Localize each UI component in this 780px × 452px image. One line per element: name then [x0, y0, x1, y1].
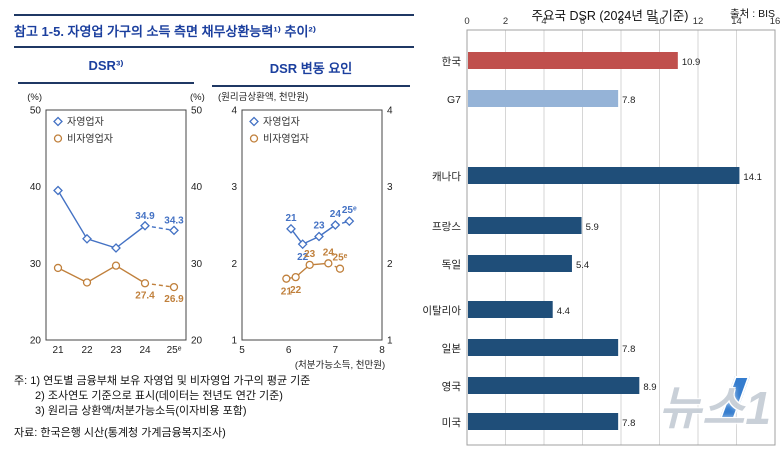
svg-text:23: 23: [110, 345, 122, 356]
svg-text:(처분가능소득, 천만원): (처분가능소득, 천만원): [295, 359, 385, 371]
svg-text:8: 8: [379, 345, 385, 356]
svg-text:2: 2: [503, 16, 508, 27]
svg-text:50: 50: [191, 106, 203, 117]
title-rule: [14, 46, 414, 48]
svg-text:4: 4: [541, 16, 546, 27]
svg-text:이탈리아: 이탈리아: [422, 304, 461, 317]
svg-text:5.4: 5.4: [576, 260, 589, 271]
svg-text:6: 6: [580, 16, 585, 27]
svg-text:3: 3: [231, 182, 237, 193]
svg-text:일본: 일본: [442, 342, 462, 355]
svg-text:24: 24: [330, 209, 342, 220]
footnote-2: 2) 조사연도 기준으로 표시(데이터는 전년도 연간 기준): [35, 390, 283, 402]
svg-text:1: 1: [387, 336, 393, 347]
svg-text:4: 4: [231, 106, 237, 117]
svg-text:21: 21: [52, 345, 64, 356]
svg-text:25ᵉ: 25ᵉ: [167, 345, 182, 356]
svg-text:16: 16: [770, 16, 780, 27]
svg-text:8.9: 8.9: [643, 382, 656, 393]
news1-watermark: 뉴스1: [659, 372, 772, 438]
footnote-1: 주: 1) 연도별 금융부채 보유 자영업 및 비자영업 가구의 평균 기준: [14, 375, 311, 387]
svg-text:14: 14: [731, 16, 742, 27]
svg-text:0: 0: [464, 16, 469, 27]
footnotes: 주: 1) 연도별 금융부채 보유 자영업 및 비자영업 가구의 평균 기준 2…: [14, 374, 310, 419]
country-dsr-bar-chart: 0 2 4 6 8 10 12 14 16 한국 10.9 G7 7.8 캐나다 14.1 프랑스 5.9 독일 5…: [422, 16, 780, 446]
svg-text:프랑스: 프랑스: [432, 221, 461, 233]
svg-text:10.9: 10.9: [682, 57, 701, 68]
footnote-3: 3) 원리금 상환액/처분가능소득(이자비용 포함): [35, 405, 247, 417]
svg-text:5.9: 5.9: [586, 222, 599, 233]
svg-text:26.9: 26.9: [164, 294, 184, 305]
svg-text:7.8: 7.8: [622, 418, 635, 429]
svg-text:21: 21: [281, 287, 293, 298]
svg-text:10: 10: [654, 16, 665, 27]
svg-text:한국: 한국: [442, 56, 462, 68]
svg-text:(원리금상환액, 천만원): (원리금상환액, 천만원): [218, 91, 308, 103]
svg-text:(%): (%): [27, 92, 42, 103]
svg-text:(%): (%): [190, 92, 205, 103]
report-title: 참고 1-5. 자영업 가구의 소득 측면 채무상환능력¹⁾ 추이²⁾: [14, 24, 316, 39]
dsr-factor-scatter-chart: (원리금상환액, 천만원)1 12 23 34 45 6 7 8(처분가능소득, 천만원)자영…: [218, 91, 393, 371]
svg-text:21: 21: [285, 213, 297, 224]
panel-header-dsr-factors: DSR 변동 요인: [212, 58, 410, 87]
svg-text:5: 5: [239, 345, 245, 356]
svg-text:4: 4: [387, 106, 393, 117]
svg-text:독일: 독일: [442, 258, 461, 271]
top-rule: [14, 14, 414, 16]
svg-text:34.9: 34.9: [135, 211, 155, 222]
svg-text:비자영업자: 비자영업자: [263, 132, 309, 145]
svg-text:캐나다: 캐나다: [432, 171, 461, 183]
svg-text:40: 40: [191, 182, 203, 193]
dsr-trend-line-chart: (%) (%) 20 20 30 30 40 40 50 50 21 22 23 24 25ᵉ 자영업자비자영…: [27, 92, 205, 356]
svg-text:G7: G7: [447, 94, 461, 106]
svg-text:3: 3: [387, 182, 393, 193]
svg-text:자영업자: 자영업자: [263, 115, 300, 128]
svg-text:22: 22: [81, 345, 93, 356]
svg-text:7: 7: [333, 345, 339, 356]
svg-text:23: 23: [304, 249, 316, 260]
svg-text:24: 24: [139, 345, 151, 356]
svg-text:14.1: 14.1: [743, 172, 762, 183]
svg-text:20: 20: [191, 336, 203, 347]
svg-text:8: 8: [618, 16, 623, 27]
svg-text:25ᵉ: 25ᵉ: [342, 205, 357, 216]
svg-text:비자영업자: 비자영업자: [67, 132, 113, 145]
svg-text:27.4: 27.4: [135, 290, 155, 301]
svg-text:25ᵉ: 25ᵉ: [333, 253, 348, 264]
svg-text:12: 12: [693, 16, 704, 27]
panel-header-dsr: DSR³⁾: [18, 58, 194, 84]
svg-text:22: 22: [297, 252, 309, 263]
svg-text:6: 6: [286, 345, 292, 356]
svg-text:24: 24: [323, 247, 335, 258]
svg-text:미국: 미국: [442, 417, 462, 429]
svg-text:영국: 영국: [442, 381, 462, 393]
svg-text:1: 1: [231, 336, 237, 347]
svg-text:30: 30: [191, 259, 203, 270]
data-source: 자료: 한국은행 시산(통계청 가계금융복지조사): [14, 427, 226, 439]
svg-text:30: 30: [30, 259, 42, 270]
svg-text:50: 50: [30, 106, 42, 117]
svg-text:2: 2: [231, 259, 237, 270]
bar-chart-title: 주요국 DSR (2024년 말 기준): [531, 9, 689, 23]
svg-text:23: 23: [313, 221, 325, 232]
svg-text:22: 22: [290, 285, 302, 296]
svg-text:자영업자: 자영업자: [67, 115, 104, 128]
svg-text:40: 40: [30, 182, 42, 193]
svg-text:20: 20: [30, 336, 42, 347]
svg-text:34.3: 34.3: [164, 215, 184, 226]
svg-text:7.8: 7.8: [622, 95, 635, 106]
svg-text:4.4: 4.4: [557, 306, 570, 317]
svg-text:7.8: 7.8: [622, 344, 635, 355]
bar-chart-source: 출처 : BIS: [730, 8, 775, 20]
svg-text:2: 2: [387, 259, 393, 270]
watermark-text: 뉴스1: [658, 382, 772, 434]
